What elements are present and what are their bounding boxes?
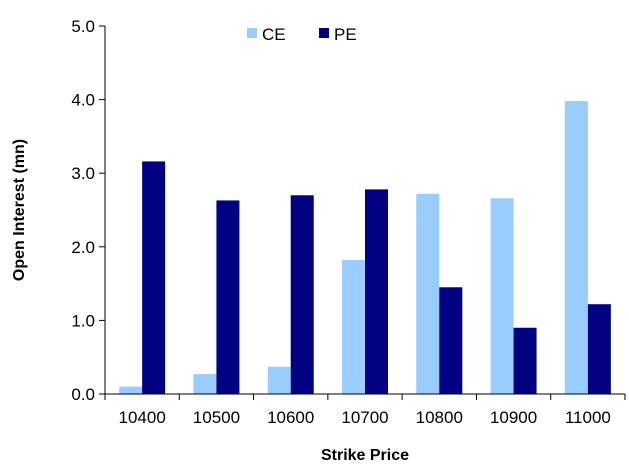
x-tick-label: 10400 — [119, 408, 166, 427]
bar-pe-10700 — [365, 189, 388, 394]
x-tick-label: 10800 — [416, 408, 463, 427]
bars-group — [119, 101, 611, 395]
y-tick-label: 4.0 — [71, 91, 95, 110]
y-tick-label: 1.0 — [71, 311, 95, 330]
legend-label-ce: CE — [262, 25, 286, 44]
bar-pe-10800 — [439, 287, 463, 394]
x-tick-label: 10900 — [490, 408, 537, 427]
bar-pe-10400 — [142, 161, 166, 394]
bar-pe-10500 — [216, 200, 240, 394]
bar-pe-11000 — [587, 304, 611, 394]
bar-ce-10900 — [490, 198, 514, 394]
plot-area: 0.01.02.03.04.05.0 10400 10500 10600 10700 1… — [71, 17, 626, 427]
legend-swatch-ce — [247, 28, 257, 38]
x-tick-label: 11000 — [565, 408, 611, 427]
bar-ce-10700 — [342, 260, 365, 394]
bar-ce-10400 — [119, 386, 143, 394]
legend: CE PE — [247, 25, 357, 44]
y-tick-label: 2.0 — [71, 238, 95, 257]
bar-pe-10900 — [513, 327, 537, 394]
x-tick-label: 10600 — [267, 408, 314, 427]
bar-pe-10600 — [290, 195, 314, 394]
x-tick-label: 10500 — [193, 408, 240, 427]
y-axis-title: Open Interest (mn) — [11, 139, 28, 281]
bar-ce-10600 — [267, 366, 291, 394]
legend-label-pe: PE — [334, 25, 357, 44]
bar-ce-11000 — [564, 101, 588, 395]
x-axis-title: Strike Price — [321, 447, 409, 464]
legend-swatch-pe — [319, 28, 329, 38]
bar-ce-10500 — [193, 374, 217, 394]
y-ticks: 0.0 1.0 2.0 3.0 4.0 5.0 — [71, 17, 105, 404]
bar-ce-10800 — [416, 193, 440, 394]
y-tick-label: 3.0 — [71, 164, 95, 183]
y-tick-label: 0.0 — [71, 385, 95, 404]
y-tick-label: 5.0 — [71, 17, 95, 36]
x-ticks: 10400 10500 10600 10700 10800 10900 11000 — [104, 394, 626, 427]
x-tick-label: 10700 — [341, 408, 388, 427]
